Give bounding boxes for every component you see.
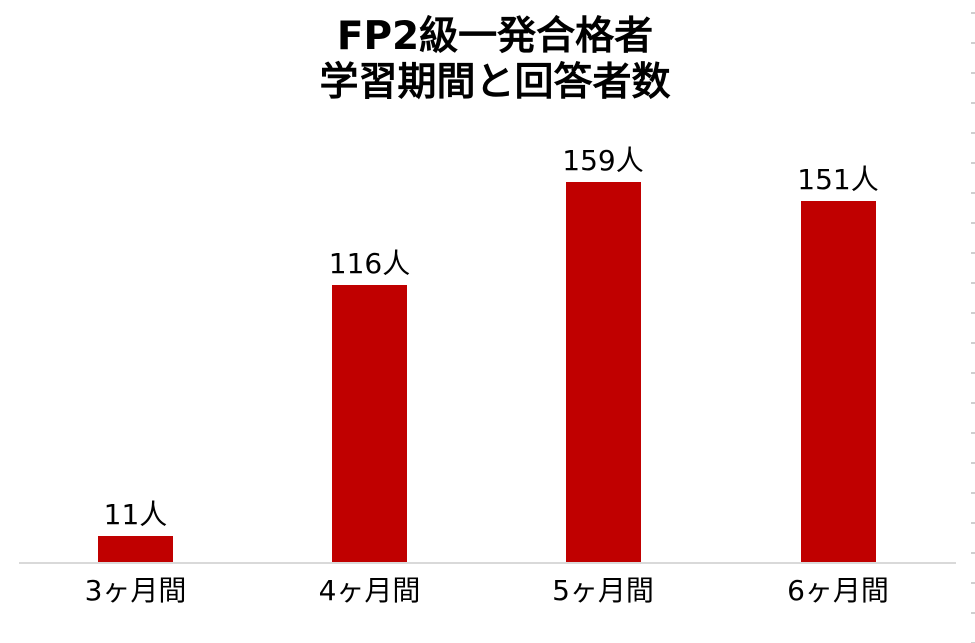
right-edge-tick: [971, 492, 975, 494]
right-edge-tick: [971, 402, 975, 404]
bar-value-label: 151人: [797, 163, 879, 196]
right-edge-tick: [971, 552, 975, 554]
x-axis-line: [19, 562, 956, 564]
right-edge-tick: [971, 342, 975, 344]
right-edge-tick: [971, 462, 975, 464]
right-edge-tick: [971, 282, 975, 284]
right-edge-tick: [971, 222, 975, 224]
right-edge-tick: [971, 252, 975, 254]
chart-title: FP2級一発合格者 学習期間と回答者数: [20, 14, 970, 106]
right-edge-tick: [971, 162, 975, 164]
bar-6ヶ月間: [800, 201, 876, 562]
bar-value-label: 116人: [328, 247, 411, 280]
right-edge-tick: [971, 582, 975, 584]
right-edge-tick: [971, 432, 975, 434]
right-edge-tick: [971, 42, 975, 44]
right-edge-tick: [971, 72, 975, 74]
chart-title-line1: FP2級一発合格者: [336, 14, 654, 59]
right-edge-tick: [971, 522, 975, 524]
x-axis-label: 6ヶ月間: [787, 574, 889, 607]
x-axis-label: 5ヶ月間: [552, 574, 654, 607]
x-axis-label: 3ヶ月間: [84, 574, 187, 607]
right-edge-tick: [971, 192, 975, 194]
right-edge-tick: [971, 372, 975, 374]
chart-title-line2: 学習期間と回答者数: [319, 60, 671, 105]
bar-value-label: 11人: [103, 498, 168, 531]
right-edge-tick: [971, 102, 975, 104]
bar-5ヶ月間: [565, 182, 641, 562]
right-edge-tick: [971, 612, 975, 614]
right-edge-tick: [971, 312, 975, 314]
right-edge-tick: [971, 12, 975, 14]
bar-4ヶ月間: [332, 285, 407, 562]
x-axis-label: 4ヶ月間: [318, 574, 421, 607]
bar-value-label: 159人: [562, 144, 644, 177]
bar-3ヶ月間: [98, 536, 173, 562]
right-edge-tick: [971, 132, 975, 134]
